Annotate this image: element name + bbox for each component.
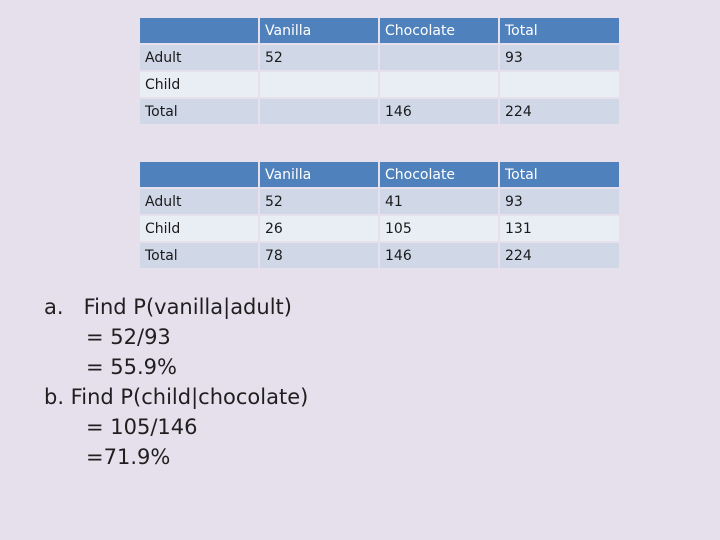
table-cell: 224 bbox=[500, 243, 619, 268]
row-label-adult: Adult bbox=[140, 45, 258, 70]
question-b: b. Find P(child|chocolate) bbox=[44, 385, 309, 409]
answer-b-step-1: = 105/146 bbox=[86, 415, 198, 439]
table-cell bbox=[380, 72, 498, 97]
table-cell bbox=[260, 99, 378, 124]
header-cell-empty bbox=[140, 18, 258, 43]
header-cell-total: Total bbox=[500, 162, 619, 187]
table-cell: 93 bbox=[500, 45, 619, 70]
answer-b-step-2: =71.9% bbox=[86, 445, 171, 469]
table-cell bbox=[260, 72, 378, 97]
row-label-total: Total bbox=[140, 243, 258, 268]
table-cell: 146 bbox=[380, 99, 498, 124]
header-cell-vanilla: Vanilla bbox=[260, 18, 378, 43]
table-row: Total 146 224 bbox=[140, 99, 619, 124]
header-cell-chocolate: Chocolate bbox=[380, 162, 498, 187]
question-a: a. Find P(vanilla|adult) bbox=[44, 292, 308, 322]
table-row: Total 78 146 224 bbox=[140, 243, 619, 268]
question-a-label: a. bbox=[44, 295, 64, 319]
ice-cream-table-complete: Vanilla Chocolate Total Adult 52 41 93 C… bbox=[138, 160, 621, 270]
answer-a-step-1: = 52/93 bbox=[86, 325, 171, 349]
table-row: Child bbox=[140, 72, 619, 97]
table-row: Adult 52 41 93 bbox=[140, 189, 619, 214]
row-label-total: Total bbox=[140, 99, 258, 124]
row-label-adult: Adult bbox=[140, 189, 258, 214]
table-header-row: Vanilla Chocolate Total bbox=[140, 162, 619, 187]
table-cell bbox=[380, 45, 498, 70]
answer-a-step-2: = 55.9% bbox=[86, 355, 177, 379]
header-cell-empty bbox=[140, 162, 258, 187]
table-cell: 26 bbox=[260, 216, 378, 241]
table-row: Adult 52 93 bbox=[140, 45, 619, 70]
header-cell-total: Total bbox=[500, 18, 619, 43]
table-cell: 131 bbox=[500, 216, 619, 241]
table-cell: 52 bbox=[260, 189, 378, 214]
table-row: Child 26 105 131 bbox=[140, 216, 619, 241]
table-cell: 146 bbox=[380, 243, 498, 268]
header-cell-chocolate: Chocolate bbox=[380, 18, 498, 43]
table-cell: 41 bbox=[380, 189, 498, 214]
row-label-child: Child bbox=[140, 72, 258, 97]
table-cell: 52 bbox=[260, 45, 378, 70]
header-cell-vanilla: Vanilla bbox=[260, 162, 378, 187]
table-cell bbox=[500, 72, 619, 97]
table-cell: 78 bbox=[260, 243, 378, 268]
table-cell: 93 bbox=[500, 189, 619, 214]
table-cell: 224 bbox=[500, 99, 619, 124]
row-label-child: Child bbox=[140, 216, 258, 241]
worked-solutions: a. Find P(vanilla|adult) = 52/93 = 55.9%… bbox=[44, 292, 308, 472]
table-header-row: Vanilla Chocolate Total bbox=[140, 18, 619, 43]
table-cell: 105 bbox=[380, 216, 498, 241]
question-a-text: Find P(vanilla|adult) bbox=[83, 295, 292, 319]
ice-cream-table-partial: Vanilla Chocolate Total Adult 52 93 Chil… bbox=[138, 16, 621, 126]
